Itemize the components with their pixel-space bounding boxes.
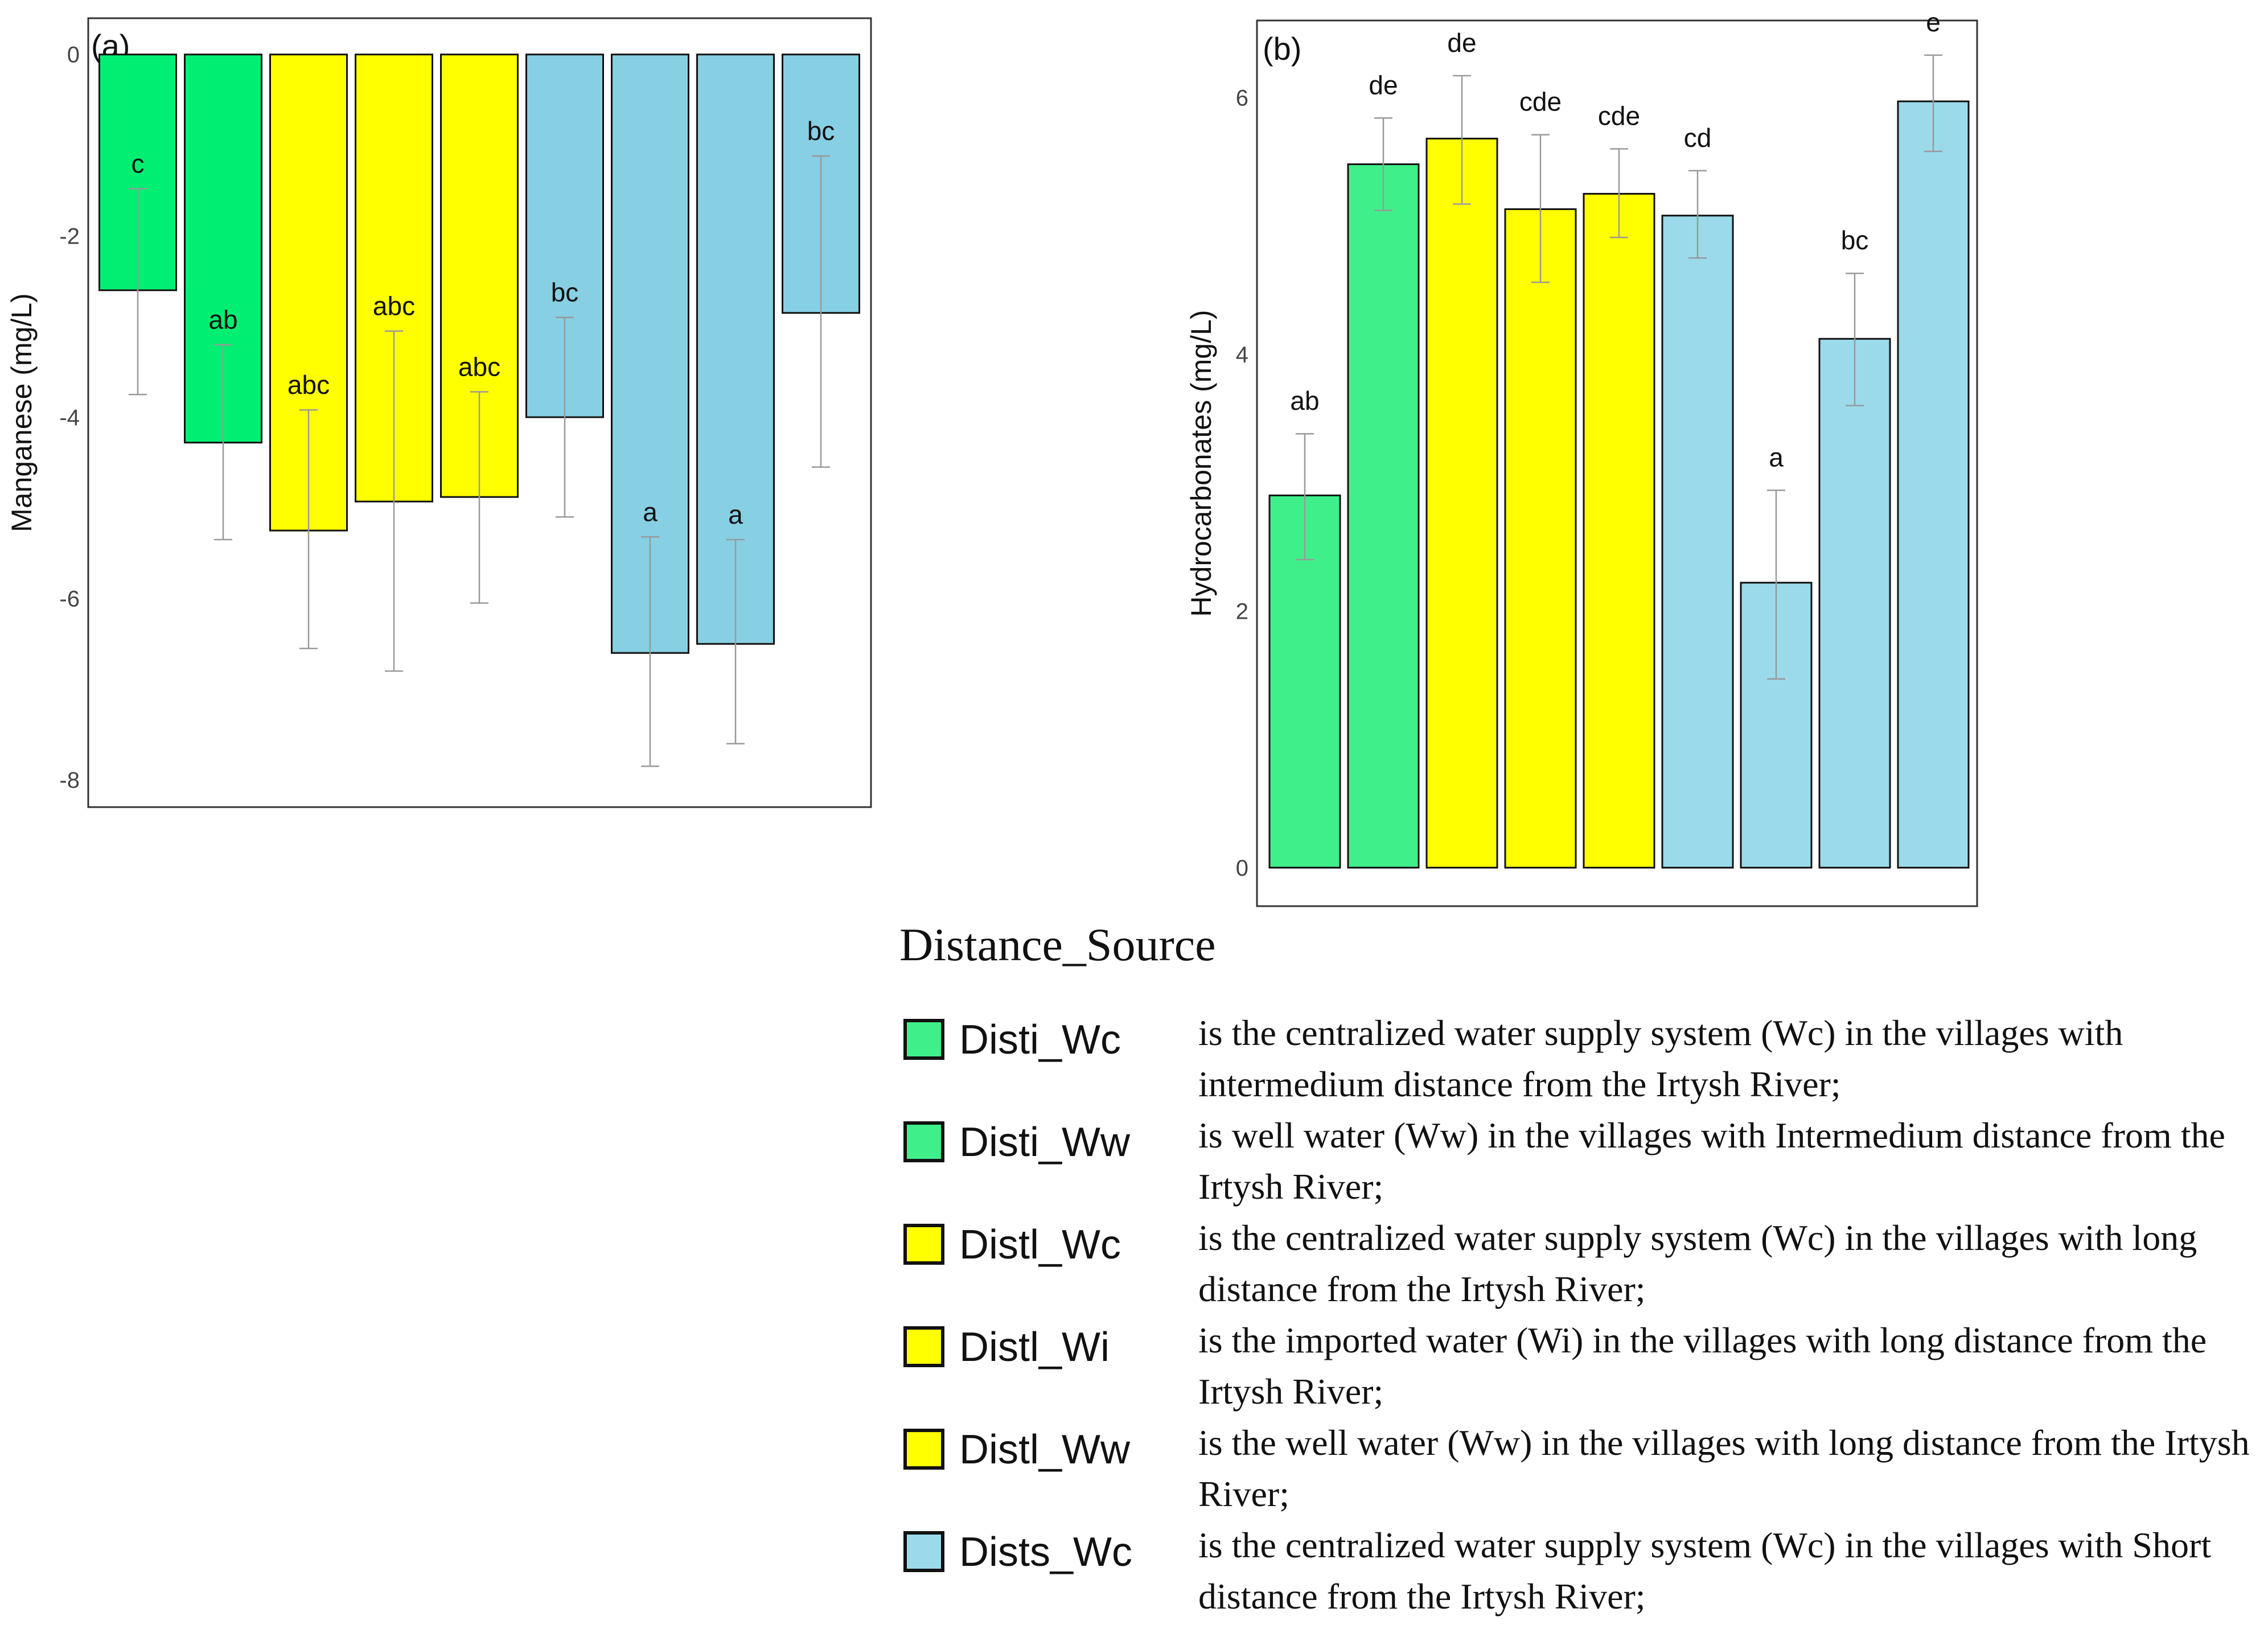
legend: Distance_Source Disti_Wc is the centrali… [897,916,2266,1622]
legend-label: Disti_Wc [959,1017,1121,1063]
significance-letter: cde [1598,101,1640,131]
y-tick-label: -4 [59,405,80,430]
legend-description: is the imported water (Wi) in the villag… [1198,1320,2207,1412]
bar [1818,338,1891,869]
legend-label: Dists_Wc [959,1529,1132,1575]
plot-frame [1256,19,1978,907]
legend-label: Distl_Wc [959,1222,1121,1268]
legend-swatch [903,1224,944,1265]
bar [1897,100,1970,869]
plot-frame [87,17,872,808]
panel-label: (b) [1263,31,1301,67]
y-tick-label: 4 [1236,342,1248,367]
legend-label: Distl_Wi [959,1325,1110,1370]
legend-description: is the centralized water supply system (… [1198,1525,2212,1617]
legend-description: is well water (Ww) in the villages with … [1198,1115,2225,1207]
legend-item-disti-ww: Disti_Ww is well water (Ww) in the villa… [897,1110,2266,1212]
y-tick-label: 2 [1236,599,1248,624]
legend-swatch [903,1429,944,1470]
significance-letter: bc [551,278,579,307]
y-tick-label: 0 [1236,855,1248,881]
significance-letter: c [132,149,145,179]
legend-item-dists-wc: Dists_Wc is the centralized water supply… [897,1520,2266,1622]
y-tick-label: -6 [59,587,80,612]
significance-letter: a [728,500,743,529]
bar [1583,192,1655,869]
significance-letter: bc [1841,225,1869,255]
legend-label: Distl_Ww [959,1427,1130,1473]
legend-swatch [903,1121,944,1162]
y-tick-label: -8 [59,768,80,793]
legend-item-distl-wi: Distl_Wi is the imported water (Wi) in t… [897,1315,2266,1417]
legend-description: is the well water (Ww) in the villages w… [1198,1422,2250,1514]
bar [1347,163,1420,869]
legend-item-disti-wc: Disti_Wc is the centralized water supply… [897,1007,2266,1110]
legend-item-distl-wc: Distl_Wc is the centralized water supply… [897,1212,2266,1315]
significance-letter: ab [1290,386,1319,416]
significance-letter: cd [1684,123,1712,153]
y-tick-label: 6 [1236,85,1248,110]
significance-letter: a [1769,442,1784,472]
significance-letter: ab [208,305,237,335]
y-axis-label: Manganese (mg/L) [6,293,38,532]
significance-letter: abc [287,370,330,400]
legend-description: is the centralized water supply system (… [1198,1013,2123,1104]
legend-swatch [903,1531,944,1572]
legend-title: Distance_Source [899,919,1216,970]
legend-item-distl-ww: Distl_Ww is the well water (Ww) in the v… [897,1417,2266,1520]
significance-letter: cde [1519,87,1562,117]
significance-letter: abc [373,291,415,321]
significance-letter: bc [807,116,835,146]
legend-label: Disti_Ww [959,1120,1130,1165]
legend-swatch [903,1326,944,1367]
y-tick-label: 0 [67,43,80,68]
y-axis-label: Hydrocarbonates (mg/L) [1185,310,1217,616]
bar [1661,215,1734,869]
significance-letter: e [1926,7,1941,37]
significance-letter: abc [458,352,500,381]
bar [1425,137,1498,869]
y-tick-label: -2 [59,224,80,249]
significance-letter: a [643,497,658,527]
legend-description: is the centralized water supply system (… [1198,1218,2197,1309]
bar [1504,208,1577,869]
significance-letter: de [1447,28,1476,57]
legend-swatch [903,1019,944,1060]
significance-letter: de [1369,70,1398,100]
